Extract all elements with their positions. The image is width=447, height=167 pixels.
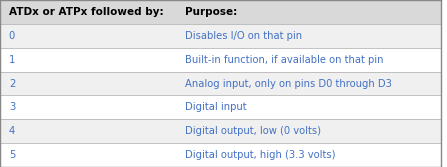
Bar [0,95,441,119]
Text: Analog input, only on pins D0 through D3: Analog input, only on pins D0 through D3 [185,78,392,89]
Text: Digital output, high (3.3 volts): Digital output, high (3.3 volts) [185,150,336,160]
Text: ATDx or ATPx followed by:: ATDx or ATPx followed by: [9,7,164,17]
Text: 0: 0 [9,31,15,41]
Text: Disables I/O on that pin: Disables I/O on that pin [185,31,302,41]
Text: 1: 1 [9,55,15,65]
Bar [0,0,441,24]
Bar [0,24,441,48]
Bar [0,48,441,72]
Text: 5: 5 [9,150,15,160]
Bar [0,119,441,143]
Text: 2: 2 [9,78,15,89]
Bar [0,143,441,167]
Text: 3: 3 [9,102,15,112]
Text: Digital output, low (0 volts): Digital output, low (0 volts) [185,126,321,136]
Text: 4: 4 [9,126,15,136]
Text: Digital input: Digital input [185,102,247,112]
Text: Purpose:: Purpose: [185,7,237,17]
Bar [0,72,441,95]
Text: Built-in function, if available on that pin: Built-in function, if available on that … [185,55,384,65]
